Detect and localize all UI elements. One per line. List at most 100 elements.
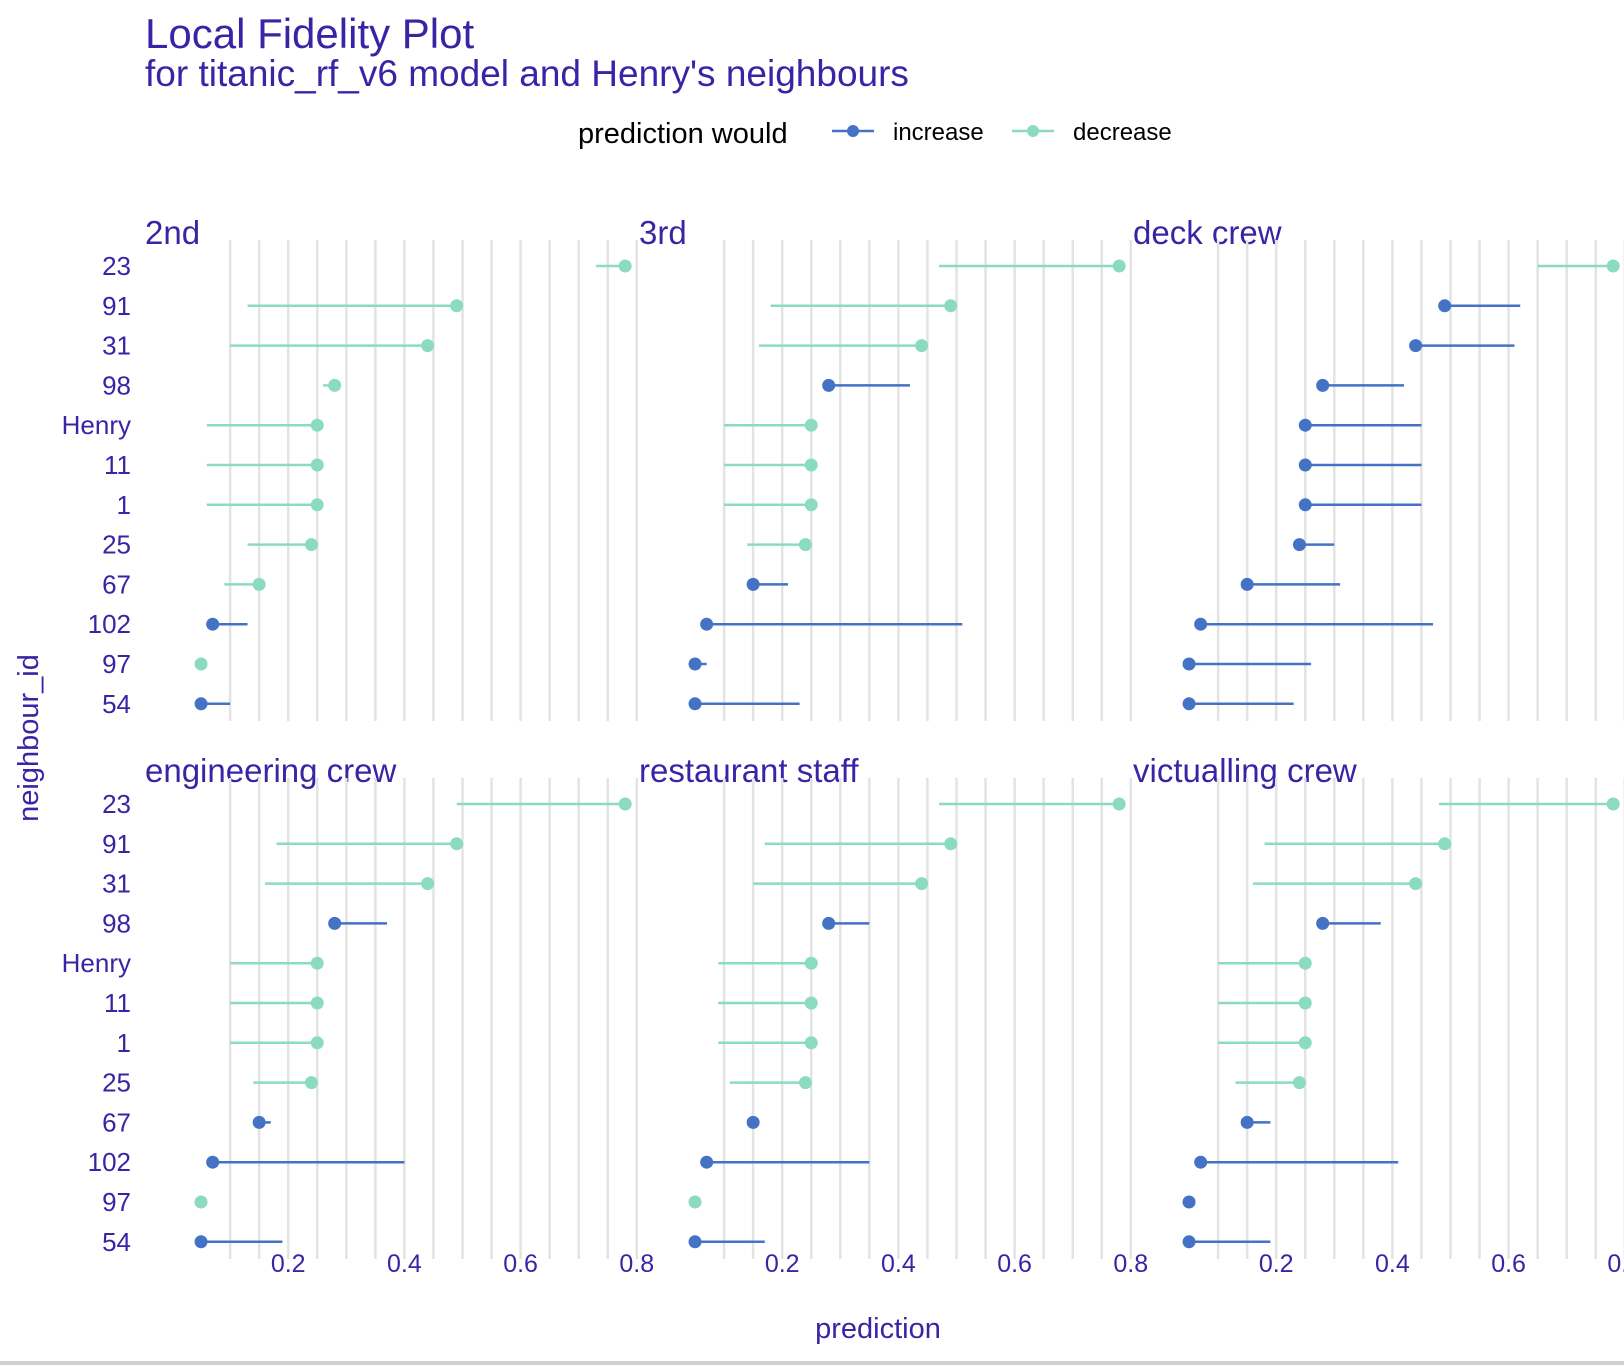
observation-point xyxy=(1182,697,1196,711)
observation-point xyxy=(1240,577,1254,591)
observation-point xyxy=(1316,378,1330,392)
y-tick-label: 25 xyxy=(102,530,131,560)
y-tick-label: 31 xyxy=(102,331,131,361)
y-tick-label: 97 xyxy=(102,1187,131,1217)
observation-point xyxy=(618,797,632,811)
legend-increase-marker xyxy=(847,125,859,137)
y-tick-label: 98 xyxy=(102,908,131,938)
observation-point xyxy=(1438,837,1452,851)
observation-point xyxy=(804,996,818,1010)
y-tick-label: 31 xyxy=(102,869,131,899)
observation-point xyxy=(798,1076,812,1090)
observation-point xyxy=(700,1155,714,1169)
observation-point xyxy=(746,1115,760,1129)
legend-increase-label: increase xyxy=(893,119,984,146)
observation-point xyxy=(1409,877,1423,891)
y-tick-label: Henry xyxy=(62,410,131,440)
observation-point xyxy=(804,458,818,472)
observation-point xyxy=(328,916,342,930)
x-tick-label: 0.8 xyxy=(619,1250,654,1278)
observation-point xyxy=(804,498,818,512)
facet-strip-label: restaurant staff xyxy=(639,752,859,789)
observation-point xyxy=(700,617,714,631)
observation-point xyxy=(194,657,208,671)
x-tick-label: 0.2 xyxy=(1259,1250,1294,1278)
y-tick-label: 67 xyxy=(102,1107,131,1137)
y-tick-label: 91 xyxy=(102,829,131,859)
facet-panel: engineering crew23913198Henry11125671029… xyxy=(62,752,655,1278)
x-tick-label: 0.4 xyxy=(1375,1250,1410,1278)
y-tick-label: 1 xyxy=(117,1028,131,1058)
observation-point xyxy=(310,1036,324,1050)
observation-point xyxy=(1298,498,1312,512)
y-tick-label: 98 xyxy=(102,370,131,400)
y-tick-label: 102 xyxy=(88,609,131,639)
observation-point xyxy=(194,1195,208,1209)
observation-point xyxy=(1409,339,1423,353)
observation-point xyxy=(304,538,318,552)
observation-point xyxy=(1292,1076,1306,1090)
observation-point xyxy=(1298,418,1312,432)
observation-point xyxy=(618,259,632,273)
x-tick-label: 0.6 xyxy=(503,1250,538,1278)
observation-point xyxy=(310,458,324,472)
observation-point xyxy=(310,418,324,432)
y-tick-label: 102 xyxy=(88,1147,131,1177)
observation-point xyxy=(746,577,760,591)
observation-point xyxy=(194,1235,208,1249)
observation-point xyxy=(688,697,702,711)
y-tick-label: 23 xyxy=(102,251,131,281)
y-tick-label: 91 xyxy=(102,291,131,321)
x-tick-label: 0.6 xyxy=(1491,1250,1526,1278)
observation-point xyxy=(915,877,929,891)
facet-panel: 3rd xyxy=(639,214,1133,721)
chart-subtitle: for titanic_rf_v6 model and Henry's neig… xyxy=(145,53,909,94)
observation-point xyxy=(804,418,818,432)
facet-panel: victualling crew 0.2 0.4 0.6 0.8 xyxy=(1133,752,1624,1278)
observation-point xyxy=(1298,956,1312,970)
observation-point xyxy=(450,299,464,313)
x-tick-label: 0.6 xyxy=(997,1250,1032,1278)
observation-point xyxy=(304,1076,318,1090)
x-tick-label: 0.4 xyxy=(881,1250,916,1278)
observation-point xyxy=(1182,657,1196,671)
observation-point xyxy=(421,877,435,891)
observation-point xyxy=(688,1235,702,1249)
facet-strip-label: 2nd xyxy=(145,214,200,251)
y-tick-label: 97 xyxy=(102,649,131,679)
y-tick-label: 54 xyxy=(102,1227,131,1257)
legend-decrease-marker xyxy=(1027,125,1039,137)
y-tick-label: 25 xyxy=(102,1068,131,1098)
facet-panel: restaurant staff 0.2 0.4 0.6 0.8 xyxy=(639,752,1148,1278)
y-tick-label: 54 xyxy=(102,689,131,719)
y-tick-label: 67 xyxy=(102,569,131,599)
y-tick-label: 23 xyxy=(102,789,131,819)
observation-point xyxy=(194,697,208,711)
observation-point xyxy=(1438,299,1452,313)
observation-point xyxy=(421,339,435,353)
observation-point xyxy=(688,657,702,671)
observation-point xyxy=(822,916,836,930)
observation-point xyxy=(328,378,342,392)
y-tick-label: Henry xyxy=(62,948,131,978)
observation-point xyxy=(1298,458,1312,472)
observation-point xyxy=(252,1115,266,1129)
legend: prediction would increase decrease xyxy=(578,118,1172,150)
observation-point xyxy=(1240,1115,1254,1129)
x-tick-label: 0.8 xyxy=(1113,1250,1148,1278)
observation-point xyxy=(310,498,324,512)
facet-strip-label: engineering crew xyxy=(145,752,396,789)
facet-strip-label: deck crew xyxy=(1133,214,1282,251)
legend-title: prediction would xyxy=(578,118,788,150)
observation-point xyxy=(1112,797,1126,811)
observation-point xyxy=(1606,259,1620,273)
chart-title: Local Fidelity Plot xyxy=(145,10,474,57)
observation-point xyxy=(1112,259,1126,273)
observation-point xyxy=(915,339,929,353)
facet-panel: deck crew xyxy=(1133,214,1624,721)
observation-point xyxy=(310,996,324,1010)
observation-point xyxy=(310,956,324,970)
observation-point xyxy=(822,378,836,392)
